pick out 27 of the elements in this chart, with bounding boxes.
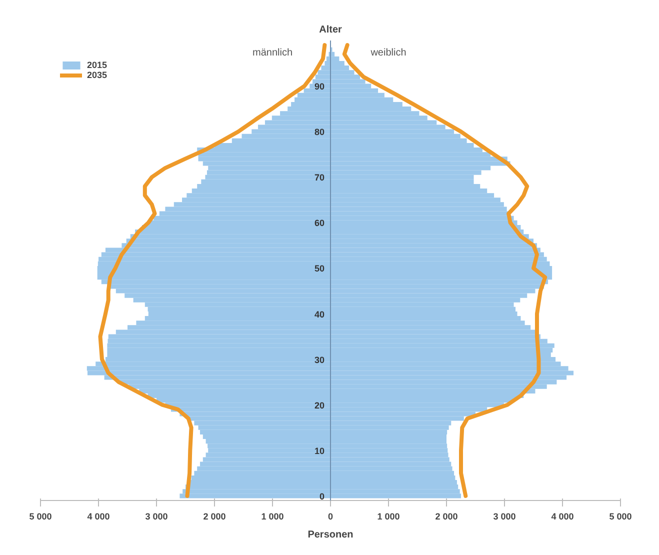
x-tick-label: 2 000	[203, 512, 226, 522]
x-tick-label: 5 000	[609, 512, 632, 522]
x-tick-label: 5 000	[29, 512, 52, 522]
annotation: männlich	[252, 48, 293, 59]
y-tick-label: 20	[314, 400, 325, 410]
x-tick-label: 3 000	[493, 512, 516, 522]
legend-label: 2015	[87, 60, 108, 70]
x-tick-label: 0	[328, 512, 334, 522]
y-tick-label: 60	[314, 218, 325, 228]
y-tick-label: 80	[314, 127, 325, 138]
legend-label: 2035	[87, 70, 108, 80]
y-tick-label: 50	[314, 264, 325, 274]
y-tick-label: 0	[319, 491, 325, 502]
x-tick-label: 1 000	[261, 512, 284, 522]
y-axis-title: Alter	[319, 24, 342, 36]
annotation: weiblich	[370, 48, 406, 59]
x-tick-label: 3 000	[145, 512, 168, 522]
x-axis-title: Personen	[308, 530, 354, 540]
x-tick-label: 2 000	[435, 512, 458, 522]
x-tick-label: 4 000	[87, 512, 110, 522]
x-tick-label: 4 000	[551, 512, 574, 522]
y-tick-label: 30	[314, 354, 325, 365]
y-tick-label: 70	[314, 172, 325, 183]
x-tick-label: 1 000	[377, 512, 400, 522]
y-tick-label: 90	[314, 82, 325, 92]
y-tick-label: 10	[314, 446, 325, 456]
y-tick-label: 40	[314, 309, 325, 320]
